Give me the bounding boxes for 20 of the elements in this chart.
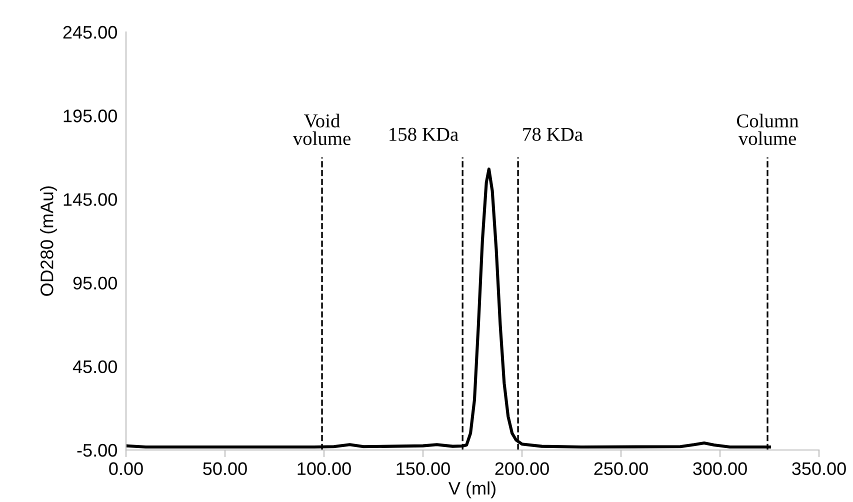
x-tick-label: 350.00 — [792, 462, 846, 476]
ref-line-label: Column volume — [736, 114, 799, 146]
y-tick-label: -5.00 — [77, 444, 117, 457]
x-tick-label: 100.00 — [298, 462, 351, 476]
ref-line-label: Void volume — [292, 114, 351, 146]
ref-line-label: 158 KDa — [390, 128, 458, 141]
x-tick-label: 300.00 — [693, 462, 747, 476]
x-tick-label: 150.00 — [396, 462, 450, 476]
y-tick-label: 95.00 — [73, 276, 117, 290]
x-tick-label: 200.00 — [495, 462, 549, 476]
x-tick-label: 250.00 — [594, 462, 648, 476]
ref-line-label: 78 KDa — [523, 128, 583, 141]
x-tick-label: 0.00 — [109, 462, 143, 476]
y-tick-label: 245.00 — [63, 26, 117, 39]
x-axis-title: V (ml) — [448, 481, 496, 498]
y-tick-label: 145.00 — [64, 193, 117, 206]
x-tick-label: 50.00 — [203, 462, 247, 476]
y-tick-label: 195.00 — [64, 110, 117, 122]
y-axis-title: OD280 (mAu) — [40, 186, 57, 296]
y-tick-label: 45.00 — [72, 360, 117, 374]
